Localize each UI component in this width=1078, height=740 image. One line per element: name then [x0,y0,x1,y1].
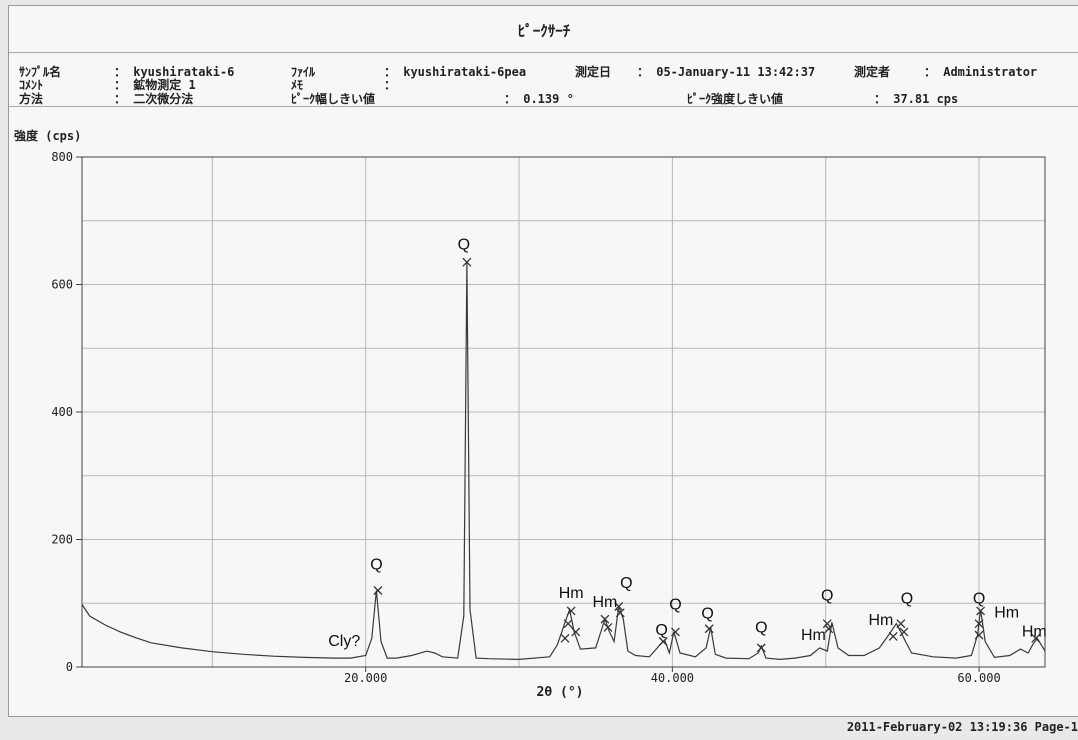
peak-marker [704,624,714,634]
file-label: ﾌｧｲﾙ [291,65,316,79]
phase-label: Hm [559,585,584,602]
peak-marker [615,608,625,618]
peak-marker [822,619,832,629]
memo-label: ﾒﾓ [291,78,304,92]
peak-marker [658,637,668,646]
operator-value: ： Administrator [924,65,1038,79]
chart-grid [82,157,1045,667]
x-tick-label: 20.000 [344,671,387,685]
y-tick-label: 200 [51,533,73,547]
phase-label: Hm [994,604,1019,621]
report-sheet: ﾋﾟｰｸｻｰﾁ ｻﾝﾌﾟﾙ名 ： kyushirataki-6 ﾌｧｲﾙ ： k… [8,5,1078,717]
peak-markers [373,257,1041,653]
x-axis-label: 2θ (°) [537,685,584,700]
peak-marker [563,619,573,629]
phase-label: Q [620,575,632,592]
y-tick-label: 400 [51,405,73,419]
peak-marker [571,627,581,637]
date-label: 測定日 [575,65,612,79]
peak-marker [1031,633,1041,643]
axis-ticks: 0 200 400 600 800 20.000 40.000 60.000 [51,150,1000,685]
phase-label: Hm [592,594,617,611]
y-axis-label: 強度 (cps) [14,128,81,143]
peak-width-threshold-label: ﾋﾟｰｸ幅しきい値 [291,92,376,106]
phase-label: Q [821,588,833,605]
phase-label: Q [755,620,767,637]
peak-width-threshold-value: ： 0.139 ° [504,92,574,106]
title-bar: ﾋﾟｰｸｻｰﾁ [9,6,1078,53]
memo-value: ： [384,78,397,92]
diffraction-trace [81,262,1046,661]
peak-marker [560,633,570,643]
phase-label: Cly? [328,633,360,650]
meta-divider [9,106,1078,107]
file-value: ： kyushirataki-6pea [384,65,527,79]
peak-intensity-threshold-value: ： 37.81 cps [874,92,959,106]
report-title: ﾋﾟｰｸｻｰﾁ [517,22,571,40]
x-tick-label: 60.000 [957,671,1000,685]
peak-marker [603,623,613,632]
phase-label: Hm [868,612,893,629]
phase-label: Q [669,597,681,614]
peak-marker [824,624,834,634]
peak-marker [976,606,986,616]
comment-value: ： 鉱物測定 1 [114,78,196,92]
phase-label: Q [901,590,913,607]
phase-label: Q [655,622,667,639]
peak-marker [670,627,680,637]
comment-label: ｺﾒﾝﾄ [19,78,44,92]
sample-name-label: ｻﾝﾌﾟﾙ名 [19,65,62,79]
phase-label: Q [701,606,713,623]
date-value: ： 05-January-11 13:42:37 [637,65,816,79]
phase-label: Q [458,236,470,253]
peak-marker [756,643,766,653]
peak-marker [566,606,576,616]
sample-name-value: ： kyushirataki-6 [114,65,235,79]
peak-marker [373,586,383,595]
y-tick-label: 0 [66,660,73,674]
peak-marker [974,619,984,629]
peak-marker [974,630,984,640]
peak-marker [462,257,472,267]
print-timestamp: 2011-February-02 13:19:36 Page-1 [846,720,1078,734]
x-tick-label: 40.000 [651,671,694,685]
peak-intensity-threshold-label: ﾋﾟｰｸ強度しきい値 [687,92,784,106]
phase-label: Hm [801,627,826,644]
peak-marker [888,631,898,641]
operator-label: 測定者 [854,65,891,79]
peak-marker [899,627,909,637]
method-value: ： 二次微分法 [114,92,194,106]
peak-marker [896,619,906,629]
y-tick-label: 800 [51,150,73,164]
y-tick-label: 600 [51,278,73,292]
phase-label: Q [973,590,985,607]
phase-label: Q [370,556,382,573]
peak-marker [600,614,610,624]
phase-label: Hm [1022,623,1047,640]
method-label: 方法 [19,92,44,106]
